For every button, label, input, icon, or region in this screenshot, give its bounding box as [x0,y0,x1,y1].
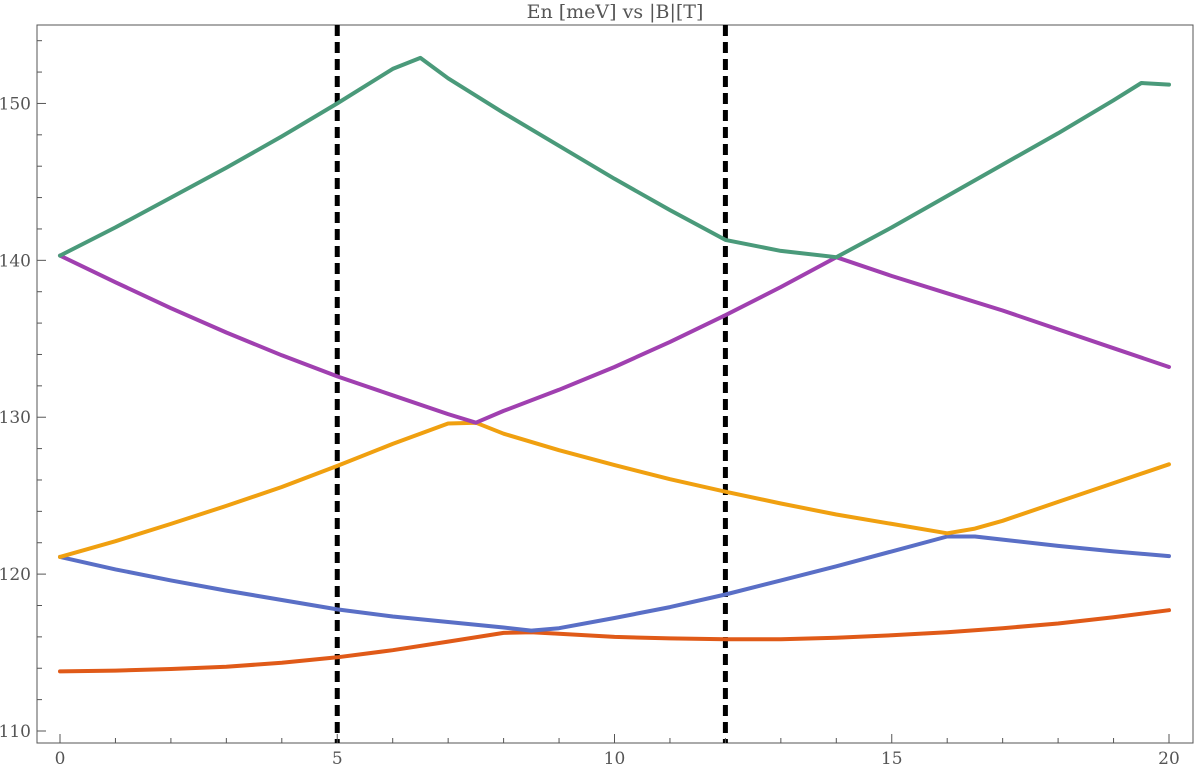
series-layer [58,55,1171,674]
y-tick-label: 150 [0,94,31,114]
y-axis: 110 120 130 140 150 [0,40,46,742]
x-tick-label: 15 [881,749,903,769]
series-line [58,534,1171,633]
reference-lines [334,25,728,743]
series-line [58,253,1171,425]
y-tick-label: 120 [0,565,31,585]
series-line [58,55,1171,260]
x-tick-label: 0 [55,749,66,769]
x-tick-label: 10 [604,749,626,769]
x-axis: 0 5 10 15 20 [55,734,1180,769]
x-tick-label: 5 [332,749,343,769]
series-line [58,608,1171,674]
x-tick-label: 20 [1158,749,1180,769]
series-line [58,420,1171,559]
y-tick-label: 130 [0,408,31,428]
chart-title: En [meV] vs |B|[T] [527,1,704,23]
y-tick-label: 110 [0,722,31,742]
y-tick-label: 140 [0,251,31,271]
